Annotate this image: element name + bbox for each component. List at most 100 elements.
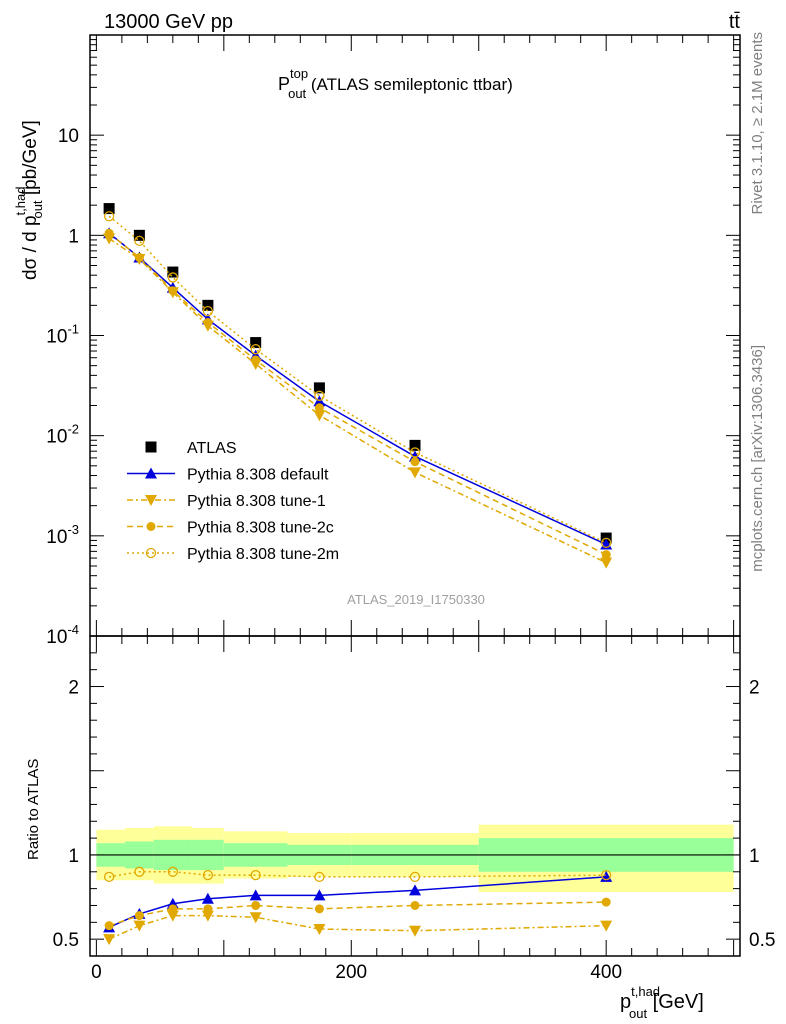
- ratio-ytick-label-left: 0.5: [53, 930, 79, 951]
- ratio-default-line: [108, 876, 607, 929]
- main-tune1-point-7: [600, 557, 613, 569]
- ratio-tune2c-point-0: [104, 921, 114, 931]
- main-ytick-label: 10-3: [46, 522, 79, 548]
- main-tune2m-point-7: [601, 537, 612, 549]
- ratio-tune2m-point-0: [103, 871, 115, 882]
- tick-marks: [90, 35, 740, 956]
- main-tune2m-point-5: [314, 390, 325, 401]
- xtick-label: 0: [91, 962, 102, 983]
- main-tune1-line: [108, 237, 607, 564]
- ratio-frame: [89, 635, 741, 957]
- main-ylabel: dσ / d pt,had out [pb/GeV]: [13, 120, 45, 280]
- main-ytick-label: 10-1: [46, 322, 79, 348]
- tick-labels: 10 1 10-1 10-2 10-3 10-4 0.5 0.5 1 1 2 2 0 200 400: [46, 126, 775, 983]
- legend: ATLAS Pythia 8.308 default Pythia 8.308 tu…: [127, 440, 339, 563]
- ratio-tune2m-point-1: [134, 866, 145, 877]
- ratio-tune2c-point-5: [314, 904, 324, 914]
- ratio-tune2c-point-2: [168, 904, 178, 914]
- main-tune2c-point-1: [134, 253, 144, 263]
- ratio-tune2c-point-4: [251, 900, 261, 910]
- main-tune2c-point-6: [410, 457, 420, 467]
- title-rest: (ATLAS semileptonic ttbar): [306, 75, 513, 94]
- main-default-line: [108, 232, 607, 546]
- main-data-point-2: [167, 266, 179, 278]
- xtick-label: 400: [590, 962, 622, 983]
- ratio-tune1-point-1: [133, 920, 146, 932]
- ratio-tune2c-point-6: [410, 900, 420, 910]
- series-layer: [103, 203, 613, 946]
- ratio-tune1-point-2: [166, 910, 179, 922]
- main-tune2c-point-3: [203, 317, 213, 327]
- legend-marker-tune2c: [146, 522, 156, 531]
- x-axis-label: pt,had out [GeV]: [620, 984, 704, 1021]
- title-main: P: [278, 74, 290, 94]
- ratio-ytick-label-right: 2: [749, 678, 760, 699]
- main-tune2m-point-1: [134, 235, 145, 247]
- main-tune2m-point-2: [167, 272, 178, 283]
- main-tune1-point-5: [313, 410, 326, 422]
- plot-title: Ptop out (ATLAS semileptonic ttbar): [278, 66, 513, 101]
- ratio-ylabel: Ratio to ATLAS: [25, 759, 42, 860]
- main-data-point-4: [250, 337, 262, 349]
- ratio-tune2m-point-5: [314, 871, 325, 882]
- main-tune2m-point-4: [250, 344, 261, 355]
- main-tune2c-point-2: [168, 286, 178, 296]
- watermark: ATLAS_2019_I1750330: [347, 592, 485, 607]
- ratio-tune1-point-0: [103, 934, 116, 946]
- legend-marker-default: [145, 467, 157, 479]
- main-data-point-6: [409, 439, 421, 451]
- ratio-tune1-point-5: [313, 924, 326, 936]
- main-tune2m-point-0: [103, 211, 115, 222]
- ratio-default-point-3: [201, 892, 214, 904]
- xtick-label: 200: [335, 962, 367, 983]
- main-ytick-label: 1: [68, 226, 79, 247]
- main-tune2c-line: [108, 232, 607, 556]
- title-sup: top: [290, 66, 308, 81]
- main-tune2c-point-5: [314, 403, 324, 413]
- ratio-tune2m-point-7: [601, 870, 612, 881]
- header-process: 13000 GeV pp: [104, 11, 233, 33]
- main-tune2c-point-0: [104, 228, 114, 238]
- legend-label-tune2c: Pythia 8.308 tune-2c: [187, 520, 334, 537]
- ratio-tune2m-point-2: [167, 866, 178, 877]
- ratio-default-point-6: [409, 884, 421, 896]
- ratio-default-point-5: [313, 889, 326, 901]
- ratio-tune2c-point-7: [601, 897, 611, 907]
- ratio-tune1-point-4: [249, 912, 262, 924]
- legend-marker-tune1: [145, 495, 157, 506]
- main-data-point-5: [313, 382, 325, 394]
- legend-label-tune1: Pythia 8.308 tune-1: [187, 493, 326, 510]
- main-tune2c-point-4: [251, 355, 261, 365]
- main-ytick-label: 10-4: [46, 622, 79, 648]
- legend-label-data: ATLAS: [187, 440, 237, 457]
- ratio-ytick-label-left: 1: [68, 846, 79, 867]
- main-tune2m-point-3: [202, 306, 214, 317]
- ratio-tune2m-line: [108, 871, 607, 878]
- main-ytick-label: 10-2: [46, 422, 79, 448]
- ratio-tune1-line: [108, 914, 607, 940]
- rivet-label: Rivet 3.1.10, ≥ 2.1M events: [749, 32, 766, 215]
- ratio-tune1-point-3: [201, 910, 214, 922]
- main-data-point-0: [103, 203, 115, 215]
- main-tune1-point-6: [409, 467, 421, 479]
- title-sub: out: [288, 86, 306, 101]
- legend-marker-data: [145, 441, 157, 453]
- main-data-point-1: [133, 229, 145, 241]
- ratio-tune2c-point-1: [134, 911, 144, 921]
- ratio-ytick-label-right: 1: [749, 846, 760, 867]
- legend-marker-tune2m: [145, 547, 157, 559]
- ratio-tune2m-point-4: [250, 870, 261, 881]
- ratio-tune2m-point-6: [409, 871, 421, 882]
- header-channel: tt̄: [729, 11, 741, 33]
- ratio-tune1-point-6: [409, 925, 421, 937]
- legend-label-default: Pythia 8.308 default: [187, 467, 329, 484]
- main-tune2m-line: [108, 215, 607, 544]
- mcplots-label: mcplots.cern.ch [arXiv:1306.3436]: [749, 345, 766, 572]
- legend-label-tune2m: Pythia 8.308 tune-2m: [187, 546, 339, 563]
- ratio-tune2c-point-3: [203, 904, 213, 914]
- main-tune2m-point-6: [409, 447, 421, 458]
- ratio-default-point-4: [249, 889, 262, 901]
- ratio-ytick-label-right: 0.5: [749, 930, 775, 951]
- ratio-tune2m-point-3: [202, 870, 214, 881]
